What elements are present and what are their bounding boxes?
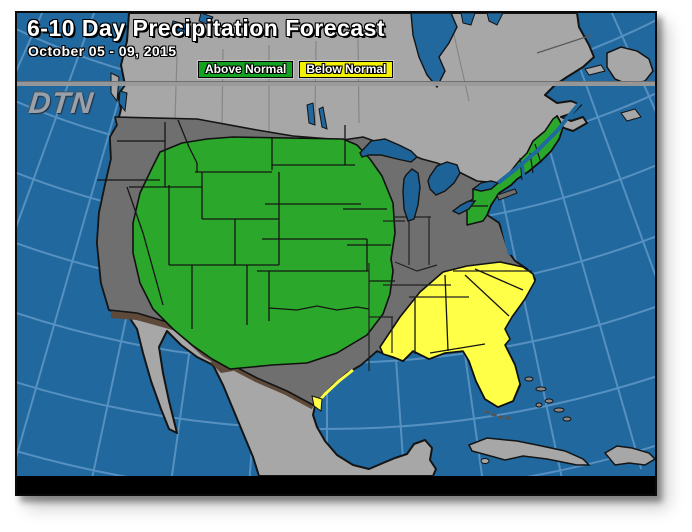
florida-keys	[484, 410, 511, 420]
map-graphic	[17, 13, 655, 494]
map-legend: Above Normal Below Normal	[198, 61, 394, 78]
state-borders-southeast	[414, 268, 524, 354]
lake-champlain	[520, 160, 526, 180]
state-borders-west	[97, 119, 395, 329]
bahamas	[524, 376, 572, 422]
newfoundland	[606, 46, 654, 86]
bottom-black-bar	[17, 476, 655, 494]
below-normal-region-southeast	[379, 261, 536, 408]
map-date-range: October 05 - 09, 2015	[28, 43, 177, 59]
hispaniola	[603, 445, 655, 466]
cuba	[467, 437, 591, 466]
below-normal-region-texas-coast	[311, 368, 354, 412]
header-divider	[17, 81, 655, 86]
islands	[110, 46, 655, 466]
puget-sound	[118, 90, 128, 113]
lakes-and-bays	[118, 13, 585, 256]
chesapeake-bay	[501, 226, 512, 256]
legend-above-normal-badge: Above Normal	[198, 61, 294, 78]
long-island	[496, 188, 518, 201]
lake-huron	[427, 161, 461, 196]
map-title: 6-10 Day Precipitation Forecast	[27, 15, 386, 41]
lake-michigan	[402, 168, 421, 222]
forecast-map-image: 6-10 Day Precipitation Forecast October …	[15, 11, 657, 496]
st-lawrence-river	[496, 97, 585, 185]
hudson-bay	[410, 13, 458, 89]
state-borders-central-east	[368, 216, 532, 371]
above-normal-region-west	[132, 136, 396, 370]
dtn-logo: DTN	[27, 87, 96, 120]
lake-erie	[451, 200, 477, 215]
lake-superior	[359, 138, 419, 163]
legend-below-normal-badge: Below Normal	[299, 61, 394, 78]
vancouver-island	[110, 72, 120, 103]
